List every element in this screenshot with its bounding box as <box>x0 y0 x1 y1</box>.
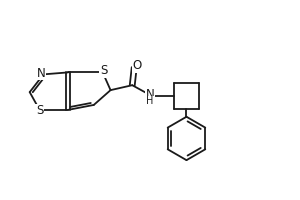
Text: N: N <box>37 67 46 80</box>
Text: N: N <box>146 88 154 101</box>
Text: S: S <box>36 104 43 117</box>
Text: O: O <box>133 59 142 72</box>
Text: S: S <box>100 64 107 77</box>
Text: H: H <box>146 96 154 106</box>
